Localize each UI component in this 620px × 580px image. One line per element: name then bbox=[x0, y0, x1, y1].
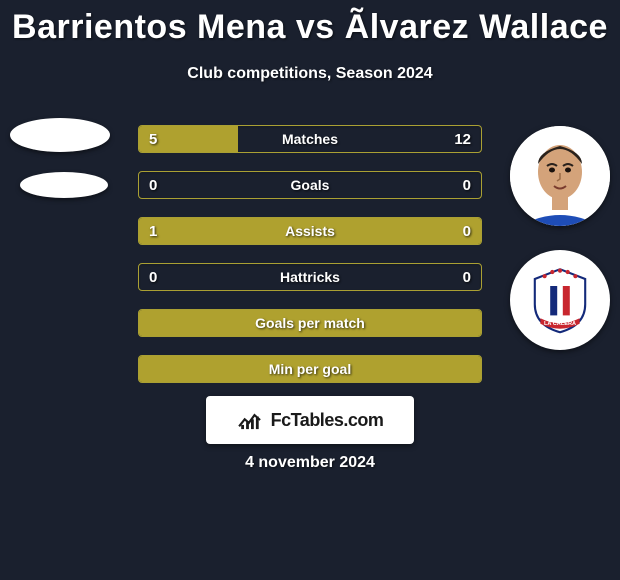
bar-gpm-label: Goals per match bbox=[139, 310, 481, 336]
bar-assists-b: 0 bbox=[463, 218, 471, 244]
bar-matches-b: 12 bbox=[454, 126, 471, 152]
bar-goals-label: Goals bbox=[139, 172, 481, 198]
bar-mpg-label: Min per goal bbox=[139, 356, 481, 382]
face-icon bbox=[510, 126, 610, 226]
bar-matches: 5 Matches 12 bbox=[138, 125, 482, 153]
right-player-column: LA CALERA bbox=[510, 126, 610, 374]
player-avatar bbox=[510, 126, 610, 226]
page-title: Barrientos Mena vs Ãlvarez Wallace bbox=[0, 0, 620, 47]
brand-pill[interactable]: FcTables.com bbox=[206, 396, 414, 444]
subtitle: Club competitions, Season 2024 bbox=[0, 65, 620, 83]
bar-goals-b: 0 bbox=[463, 172, 471, 198]
bar-hattricks-label: Hattricks bbox=[139, 264, 481, 290]
left-player-column bbox=[10, 118, 110, 218]
bar-hattricks: 0 Hattricks 0 bbox=[138, 263, 482, 291]
club-placeholder-icon bbox=[20, 172, 108, 198]
bar-gpm: Goals per match bbox=[138, 309, 482, 337]
player-placeholder-icon bbox=[10, 118, 110, 152]
brand-logo-icon bbox=[237, 409, 265, 431]
bar-assists: 1 Assists 0 bbox=[138, 217, 482, 245]
bar-mpg: Min per goal bbox=[138, 355, 482, 383]
bar-hattricks-b: 0 bbox=[463, 264, 471, 290]
club-logo-avatar: LA CALERA bbox=[510, 250, 610, 350]
bar-assists-label: Assists bbox=[139, 218, 481, 244]
bar-goals: 0 Goals 0 bbox=[138, 171, 482, 199]
svg-text:LA CALERA: LA CALERA bbox=[544, 321, 576, 327]
brand-text: FcTables.com bbox=[271, 410, 384, 431]
comparison-bars: 5 Matches 12 0 Goals 0 1 Assists 0 0 Hat… bbox=[138, 125, 482, 401]
date-label: 4 november 2024 bbox=[0, 454, 620, 472]
bar-matches-label: Matches bbox=[139, 126, 481, 152]
club-logo-icon: LA CALERA bbox=[525, 265, 595, 335]
